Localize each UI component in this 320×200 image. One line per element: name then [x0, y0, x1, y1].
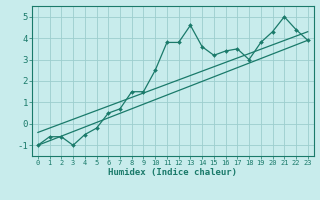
X-axis label: Humidex (Indice chaleur): Humidex (Indice chaleur) — [108, 168, 237, 177]
